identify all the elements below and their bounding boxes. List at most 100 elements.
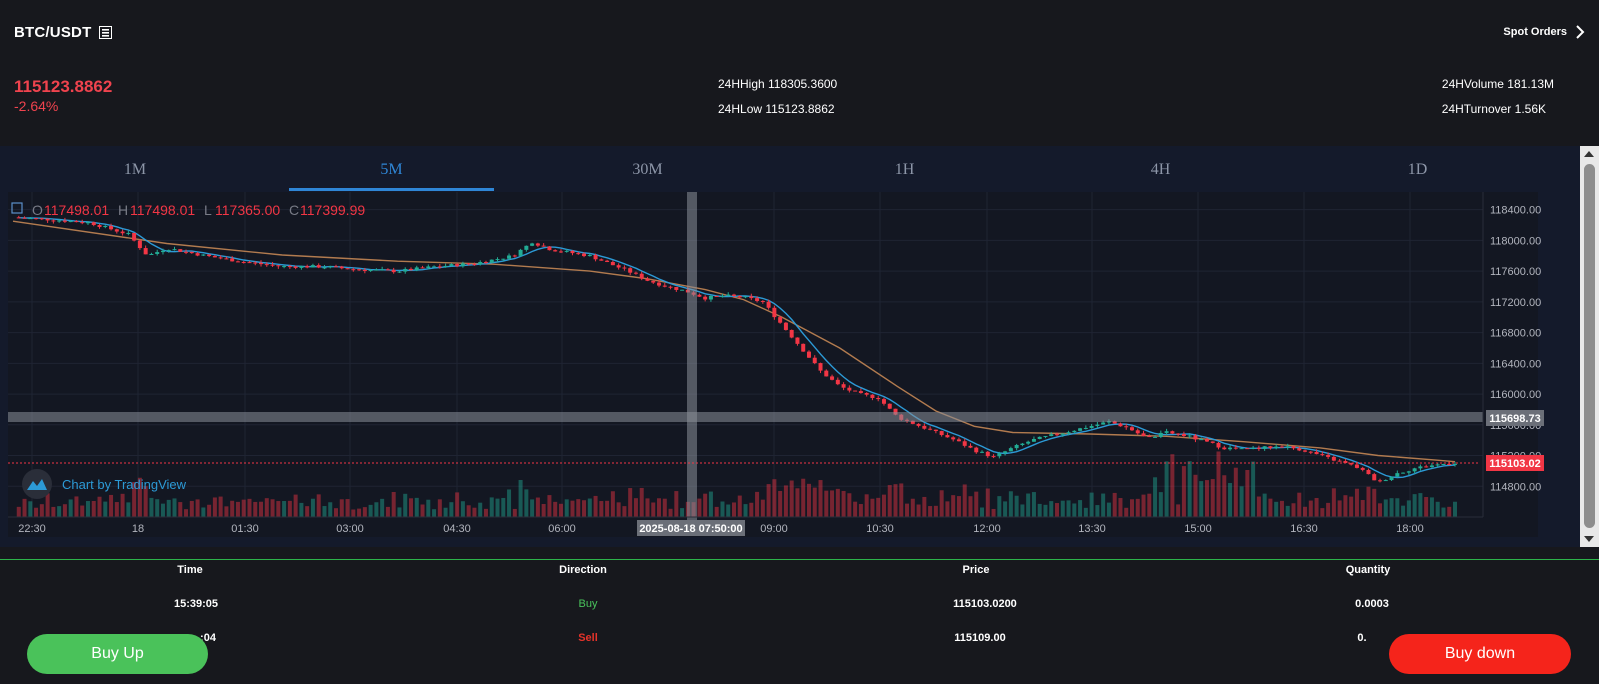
candle [605,260,610,263]
volume-bar [980,507,985,517]
volume-bar [1401,505,1406,517]
tab-1d[interactable]: 1D [1407,161,1428,178]
volume-bar [1124,507,1129,517]
candle [755,298,760,301]
candle [1170,431,1175,434]
candle [22,217,27,219]
candle [310,265,315,268]
last-price: 115123.8862 [14,77,113,96]
candle [201,254,206,256]
candle [1274,446,1279,449]
volume-bar [80,505,85,517]
candle [806,351,811,358]
volume-bar [1279,500,1284,517]
price-change: -2.64% [14,98,59,114]
candle [674,287,679,290]
volume-bar [1055,503,1060,517]
volume-bar [881,494,886,517]
tab-1m[interactable]: 1M [123,161,147,178]
volume-bar [1014,495,1019,517]
candle [305,266,310,268]
volume-bar [605,500,610,517]
volume-bar [801,478,806,517]
volume-bar [276,501,281,517]
volume-bar [1078,500,1083,517]
volume-bar [708,491,713,517]
candle [1233,447,1238,449]
volume-bar [1153,477,1158,517]
scroll-thumb[interactable] [1584,164,1595,528]
spot-orders-link[interactable]: Spot Orders [1503,26,1567,38]
tradingview-logo-mark [27,479,47,490]
buy-down-button[interactable]: Buy down [1389,634,1571,674]
tab-5m[interactable]: 5M [289,146,494,194]
volume-bar [830,490,835,517]
candle [830,376,835,380]
crosshair-price-label: 115698.73 [1489,413,1540,425]
candle [345,268,350,270]
volume-bar [1337,500,1342,517]
candle [847,387,852,391]
volume-bar [397,507,402,517]
volume-bar [466,505,471,517]
tab-30m[interactable]: 30M [632,161,663,178]
volume-bar [368,504,373,517]
candle [1366,469,1371,475]
candle [34,218,39,220]
volume-bar [218,496,223,517]
candle [466,263,471,265]
tab-4h[interactable]: 4H [1150,161,1171,178]
scroll-down-arrow-icon[interactable] [1584,536,1594,542]
volume-bar [1043,504,1048,517]
volume-bar [720,501,725,517]
candle [812,357,817,364]
candle [547,246,552,251]
candle [524,245,529,250]
volume-bar [853,501,858,517]
volume-bar [1158,492,1163,517]
volume-bar [1199,481,1204,517]
volume-bar [143,486,148,517]
legend-l-label: L [204,202,212,218]
buy-up-button[interactable]: Buy Up [27,634,208,674]
volume-bar [207,504,212,517]
pair-title[interactable]: BTC/USDT [14,24,92,41]
volume-bar [1089,492,1094,517]
volume-bar [195,499,200,517]
candle [858,391,863,393]
candle [639,273,644,279]
tab-1h[interactable]: 1H [894,161,915,178]
scroll-up-arrow-icon[interactable] [1584,151,1594,157]
candle [68,221,73,223]
candle [772,307,777,318]
crosshair-price-box [1486,410,1544,426]
volume-bar [85,501,90,517]
candle [184,251,189,253]
volume-bar [616,502,621,517]
candle [443,265,448,267]
list-icon[interactable] [99,26,112,39]
tradingview-watermark[interactable]: Chart by TradingView [22,469,187,499]
volume-bar [778,490,783,517]
candle [1372,474,1377,481]
candle [599,259,604,261]
candle [195,253,200,256]
page-scrollbar[interactable] [1580,146,1599,547]
candle [16,217,21,219]
candle [501,258,506,260]
candle [149,253,154,255]
price-chart[interactable]: 118400.00 118000.00 117600.00 117200.00 1168… [0,192,1545,537]
volume-bar [749,502,754,517]
candle [357,269,362,271]
chevron-right-icon[interactable] [1575,25,1585,39]
candle [212,256,217,258]
candle [143,248,148,255]
volume-bar [1412,494,1417,517]
candle [1216,442,1221,448]
volume-bar [362,507,367,517]
volume-bar [899,483,904,517]
legend-icon [11,202,23,214]
candle [582,253,587,257]
volume-bar [1429,497,1434,517]
candle [553,250,558,252]
